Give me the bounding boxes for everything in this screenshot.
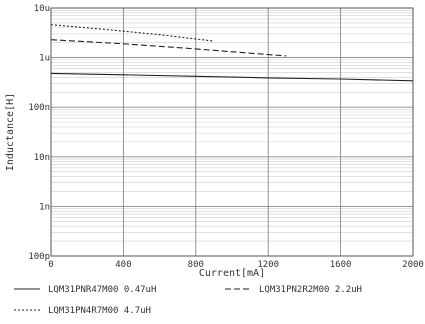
y-tick-label: 1n: [39, 202, 50, 212]
series-line: [50, 72, 414, 82]
plot-frame: [50, 7, 414, 257]
legend-label: LQM31PN4R7M00 4.7uH: [48, 306, 151, 316]
x-tick-label: 400: [115, 260, 131, 270]
minor-grid: [51, 9, 413, 242]
legend-label: LQM31PNR47M00 0.47uH: [48, 285, 156, 295]
x-tick-label: 1600: [330, 260, 352, 270]
y-tick-label: 100p: [28, 252, 50, 262]
x-tick-label: 1200: [257, 260, 279, 270]
y-tick-label: 1u: [39, 54, 50, 64]
x-tick-label: 800: [188, 260, 204, 270]
x-tick-label: 0: [48, 260, 53, 270]
y-tick-label: 10u: [34, 4, 50, 14]
series-line: [50, 39, 287, 57]
x-tick-label: 2000: [402, 260, 424, 270]
y-tick-label: 10n: [34, 153, 50, 163]
legend: LQM31PNR47M00 0.47uH LQM31PN2R2M00 2.2uH L…: [14, 285, 362, 316]
x-axis-label: Current[mA]: [199, 268, 265, 279]
legend-label: LQM31PN2R2M00 2.2uH: [259, 285, 362, 295]
x-tick-labels: 0 400 800 1200 1600 2000: [48, 260, 424, 270]
y-axis-label: Inductance[H]: [5, 93, 16, 171]
series-layer: [50, 24, 414, 82]
y-tick-label: 100n: [28, 103, 50, 113]
y-tick-labels: 100p 1n 10n 100n 1u 10u: [28, 4, 50, 262]
series-line: [50, 24, 214, 42]
